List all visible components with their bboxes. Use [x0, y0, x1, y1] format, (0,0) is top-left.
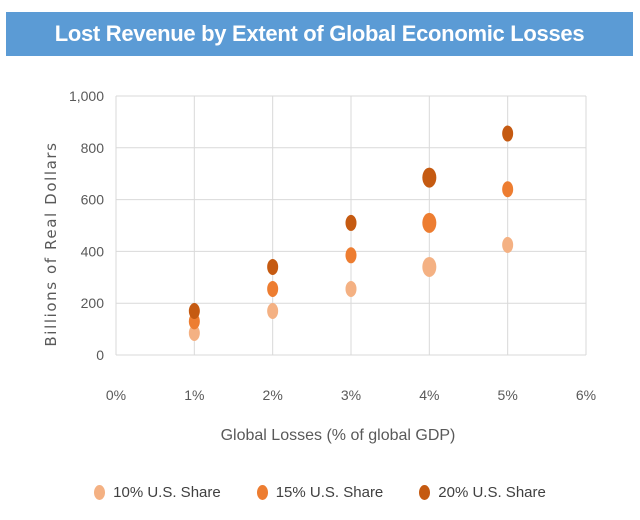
x-axis-title: Global Losses (% of global GDP)	[221, 427, 456, 444]
legend-label-10: 10% U.S. Share	[113, 484, 221, 501]
x-tick-label: 5%	[498, 387, 518, 403]
y-tick-label: 200	[81, 295, 105, 311]
x-tick-label: 4%	[419, 387, 439, 403]
data-points	[188, 125, 514, 341]
y-tick-label: 1,000	[69, 88, 104, 104]
legend-marker-10	[94, 485, 106, 500]
legend-label-15: 15% U.S. Share	[275, 484, 384, 501]
data-point-10pct-x4	[422, 256, 437, 277]
x-tick-label: 2%	[263, 387, 283, 403]
data-point-20pct-x1	[188, 302, 200, 319]
data-point-10pct-x2	[267, 302, 279, 319]
scatter-chart: 0 200 400 600 800 1,000 0% 1% 2% 3% 4% 5% 6% Billio…	[42, 88, 596, 444]
data-point-15pct-x2	[267, 280, 279, 297]
data-point-10pct-x1	[188, 324, 200, 341]
legend-item-15: 15% U.S. Share	[256, 484, 384, 501]
legend-marker-20	[419, 485, 431, 500]
x-tick-label: 0%	[106, 387, 126, 403]
x-tick-labels: 0% 1% 2% 3% 4% 5% 6%	[106, 387, 596, 403]
chart-title: Lost Revenue by Extent of Global Economi…	[6, 12, 633, 56]
y-tick-label: 400	[81, 243, 105, 259]
legend-marker-15	[256, 485, 268, 500]
y-tick-label: 0	[96, 347, 104, 363]
data-point-15pct-x5	[502, 181, 514, 198]
data-point-20pct-x2	[267, 258, 279, 275]
x-tick-label: 3%	[341, 387, 361, 403]
legend: 10% U.S. Share 15% U.S. Share 20% U.S. S…	[0, 484, 640, 501]
data-point-20pct-x4	[422, 167, 437, 188]
data-point-20pct-x5	[502, 125, 514, 142]
data-point-15pct-x3	[345, 247, 357, 264]
data-point-10pct-x5	[502, 236, 514, 253]
y-tick-labels: 0 200 400 600 800 1,000	[69, 88, 104, 363]
data-point-15pct-x4	[422, 212, 437, 233]
legend-item-10: 10% U.S. Share	[94, 484, 221, 501]
y-tick-label: 600	[81, 192, 105, 208]
data-point-10pct-x3	[345, 280, 357, 297]
y-tick-label: 800	[81, 140, 105, 156]
x-tick-label: 1%	[184, 387, 204, 403]
x-tick-label: 6%	[576, 387, 596, 403]
legend-item-20: 20% U.S. Share	[419, 484, 546, 501]
legend-label-20: 20% U.S. Share	[438, 484, 546, 501]
data-point-20pct-x3	[345, 214, 357, 231]
y-axis-title: Billions of Real Dollars	[42, 141, 60, 346]
